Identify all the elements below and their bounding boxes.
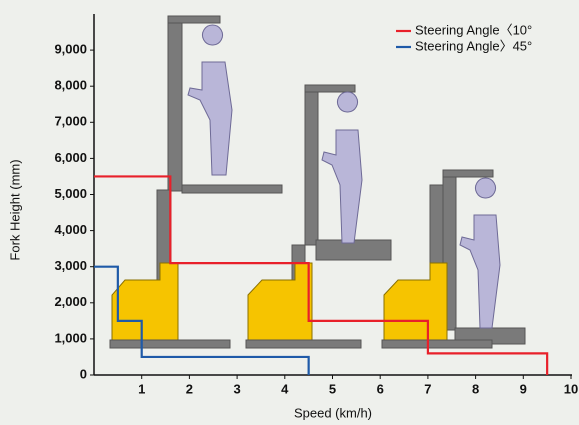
y-tick-label: 2,000 [54,294,87,309]
x-tick-label: 9 [520,381,527,396]
x-tick-label: 7 [424,381,431,396]
x-tick-label: 6 [377,381,384,396]
x-tick-label: 3 [233,381,240,396]
x-tick-label: 10 [564,381,578,396]
y-tick-label: 3,000 [54,258,87,273]
x-tick-label: 4 [281,381,289,396]
platform [181,184,283,194]
x-tick-label: 8 [472,381,479,396]
mast [304,84,319,246]
y-axis-label: Fork Height (mm) [7,159,22,260]
operator [321,91,363,244]
y-tick-label: 0 [80,366,87,381]
y-tick-label: 9,000 [54,42,87,57]
truck-body [111,262,179,346]
chassis [245,339,362,349]
chassis [381,339,493,349]
truck-body [383,262,448,346]
operator [459,177,501,329]
operator [187,24,233,176]
chassis [109,339,231,349]
mast [442,169,494,178]
x-tick-label: 1 [138,381,145,396]
forklift-illustrations [109,15,526,349]
y-tick-label: 1,000 [54,330,87,345]
x-axis-label: Speed (km/h) [294,405,372,420]
y-tick-label: 5,000 [54,186,87,201]
truck-body [247,262,313,346]
mast [304,84,356,93]
y-tick-label: 6,000 [54,150,87,165]
series-line [94,175,549,375]
y-tick-label: 4,000 [54,222,87,237]
x-tick-label: 5 [329,381,336,396]
legend-label: Steering Angle〉45° [415,38,532,53]
mast [167,15,183,192]
x-tick-label: 2 [186,381,193,396]
mast [167,15,221,24]
y-tick-label: 8,000 [54,78,87,93]
series-line [94,265,310,375]
y-tick-label: 7,000 [54,114,87,129]
legend-label: Steering Angle〈10° [415,22,532,37]
